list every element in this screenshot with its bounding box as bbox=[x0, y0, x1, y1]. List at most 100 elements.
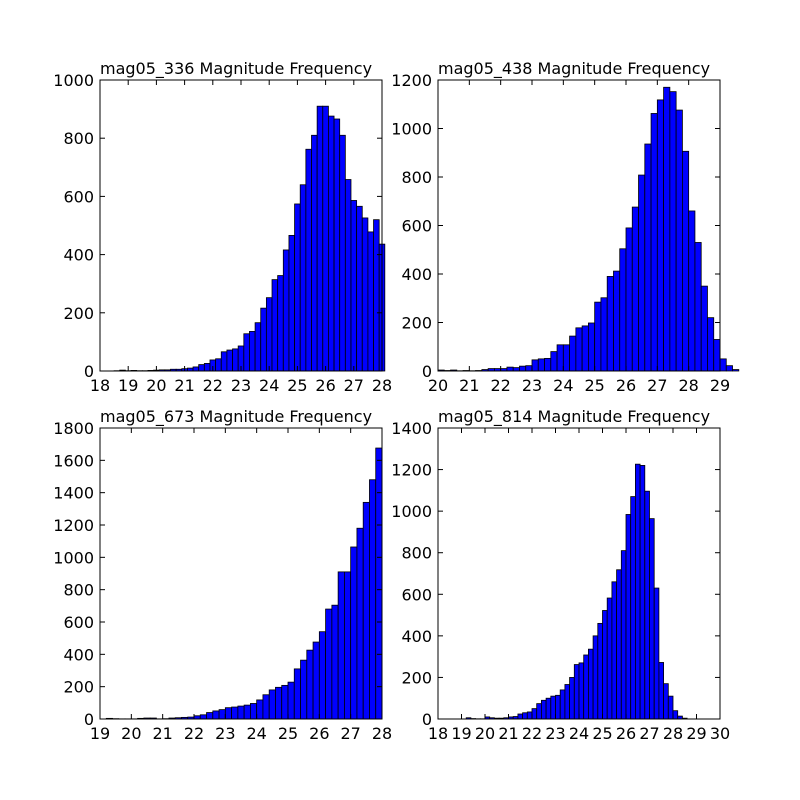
histogram-bar bbox=[350, 546, 358, 720]
x-tick-label: 28 bbox=[678, 376, 698, 395]
histogram-bar bbox=[522, 712, 528, 720]
y-tick-label: 0 bbox=[422, 710, 432, 729]
x-tick-label: 19 bbox=[90, 724, 110, 743]
histogram-bar bbox=[282, 249, 290, 372]
x-tick-label: 20 bbox=[146, 376, 166, 395]
histogram-bar bbox=[322, 105, 329, 372]
histogram-bar bbox=[271, 279, 279, 372]
y-tick-label: 1000 bbox=[391, 120, 432, 139]
histogram-bar bbox=[312, 641, 320, 720]
histogram-bar bbox=[212, 710, 220, 720]
histogram-bar bbox=[732, 369, 740, 372]
histogram-bar bbox=[616, 569, 622, 720]
histogram-bar bbox=[300, 659, 308, 720]
y-tick-label: 1000 bbox=[53, 548, 94, 567]
y-tick-label: 800 bbox=[63, 129, 94, 148]
histogram-bar bbox=[299, 184, 307, 372]
histogram-panel-3: 19 20 21 22 23 24 25 26 27 28 0 200 400 600 800 1000 120… bbox=[53, 407, 392, 743]
histogram-bar bbox=[581, 325, 589, 372]
x-tick-label: 19 bbox=[451, 724, 471, 743]
histogram-bar bbox=[220, 351, 228, 372]
y-tick-label: 800 bbox=[401, 544, 432, 563]
x-tick-label: 29 bbox=[686, 724, 706, 743]
histogram-bar bbox=[362, 501, 370, 720]
histogram-bar bbox=[316, 105, 324, 372]
y-tick-label: 800 bbox=[401, 168, 432, 187]
y-tick-label: 200 bbox=[401, 314, 432, 333]
histogram-bar bbox=[675, 109, 683, 372]
histogram-bar bbox=[682, 150, 690, 372]
x-tick-label: 29 bbox=[710, 376, 730, 395]
histogram-panel-2: 20 21 22 23 24 25 26 27 28 29 0 200 400 600 800 1000 120… bbox=[391, 59, 740, 395]
histogram-bar bbox=[639, 465, 646, 720]
x-tick-label: 21 bbox=[498, 724, 518, 743]
panel-title: mag05_814 Magnitude Frequency bbox=[438, 407, 710, 427]
histogram-bar bbox=[268, 689, 276, 720]
histogram-bar bbox=[700, 285, 708, 372]
histogram-bar bbox=[536, 703, 542, 720]
y-tick-label: 1200 bbox=[391, 461, 432, 480]
histogram-bar bbox=[531, 708, 538, 720]
histogram-bar bbox=[537, 358, 545, 372]
histogram-bar bbox=[249, 331, 256, 372]
x-tick-label: 21 bbox=[152, 724, 172, 743]
histogram-bar bbox=[653, 587, 660, 720]
histogram-bar bbox=[602, 610, 608, 720]
y-tick-label: 1000 bbox=[53, 71, 94, 90]
histogram-bar bbox=[306, 649, 314, 720]
histogram-bar bbox=[293, 668, 301, 720]
x-tick-label: 28 bbox=[372, 376, 392, 395]
histogram-bar bbox=[218, 709, 226, 720]
x-tick-label: 25 bbox=[584, 376, 604, 395]
histogram-bar bbox=[331, 604, 339, 720]
y-tick-label: 0 bbox=[84, 710, 94, 729]
histogram-bar bbox=[688, 210, 696, 372]
histogram-bar bbox=[198, 364, 205, 372]
histogram-bar bbox=[356, 205, 363, 372]
histogram-bar bbox=[544, 357, 552, 372]
y-tick-label: 1800 bbox=[53, 419, 94, 438]
x-tick-label: 24 bbox=[259, 376, 279, 395]
histogram-bar bbox=[243, 704, 251, 720]
x-tick-label: 19 bbox=[118, 376, 138, 395]
histogram-bar bbox=[613, 270, 621, 372]
histogram-bar bbox=[550, 695, 556, 720]
y-tick-label: 1200 bbox=[53, 516, 94, 535]
x-tick-label: 26 bbox=[309, 724, 329, 743]
histogram-bar bbox=[519, 365, 527, 372]
histogram-bar bbox=[333, 118, 341, 372]
histogram-bar bbox=[569, 677, 575, 720]
histogram-bar bbox=[325, 608, 333, 720]
histogram-bar bbox=[277, 275, 284, 372]
x-tick-label: 21 bbox=[174, 376, 194, 395]
histogram-bar bbox=[262, 694, 270, 720]
histogram-bar bbox=[361, 217, 369, 372]
histogram-bar bbox=[562, 344, 570, 372]
x-tick-label: 27 bbox=[344, 376, 364, 395]
y-tick-label: 200 bbox=[401, 668, 432, 687]
panel-title: mag05_336 Magnitude Frequency bbox=[100, 59, 372, 79]
y-tick-label: 600 bbox=[401, 585, 432, 604]
x-tick-label: 28 bbox=[663, 724, 683, 743]
histogram-bar bbox=[356, 527, 364, 720]
histogram-bar bbox=[199, 714, 207, 720]
histogram-bar bbox=[625, 514, 632, 720]
histogram-bar bbox=[606, 276, 614, 372]
histogram-bar bbox=[275, 686, 283, 720]
histogram-bar bbox=[206, 712, 214, 720]
x-tick-label: 27 bbox=[639, 724, 659, 743]
histogram-bar bbox=[526, 711, 533, 720]
histogram-bar bbox=[650, 113, 658, 372]
x-tick-label: 23 bbox=[522, 376, 542, 395]
histogram-bar bbox=[232, 348, 239, 372]
histogram-bar bbox=[658, 662, 665, 720]
y-tick-label: 1400 bbox=[391, 419, 432, 438]
histogram-bar bbox=[725, 365, 733, 372]
histogram-bar bbox=[713, 339, 721, 372]
y-tick-label: 1000 bbox=[391, 502, 432, 521]
y-tick-label: 1600 bbox=[53, 451, 94, 470]
x-tick-label: 23 bbox=[545, 724, 565, 743]
histogram-bar bbox=[343, 571, 352, 720]
histogram-bar bbox=[288, 234, 295, 372]
histogram-bar bbox=[619, 248, 627, 372]
